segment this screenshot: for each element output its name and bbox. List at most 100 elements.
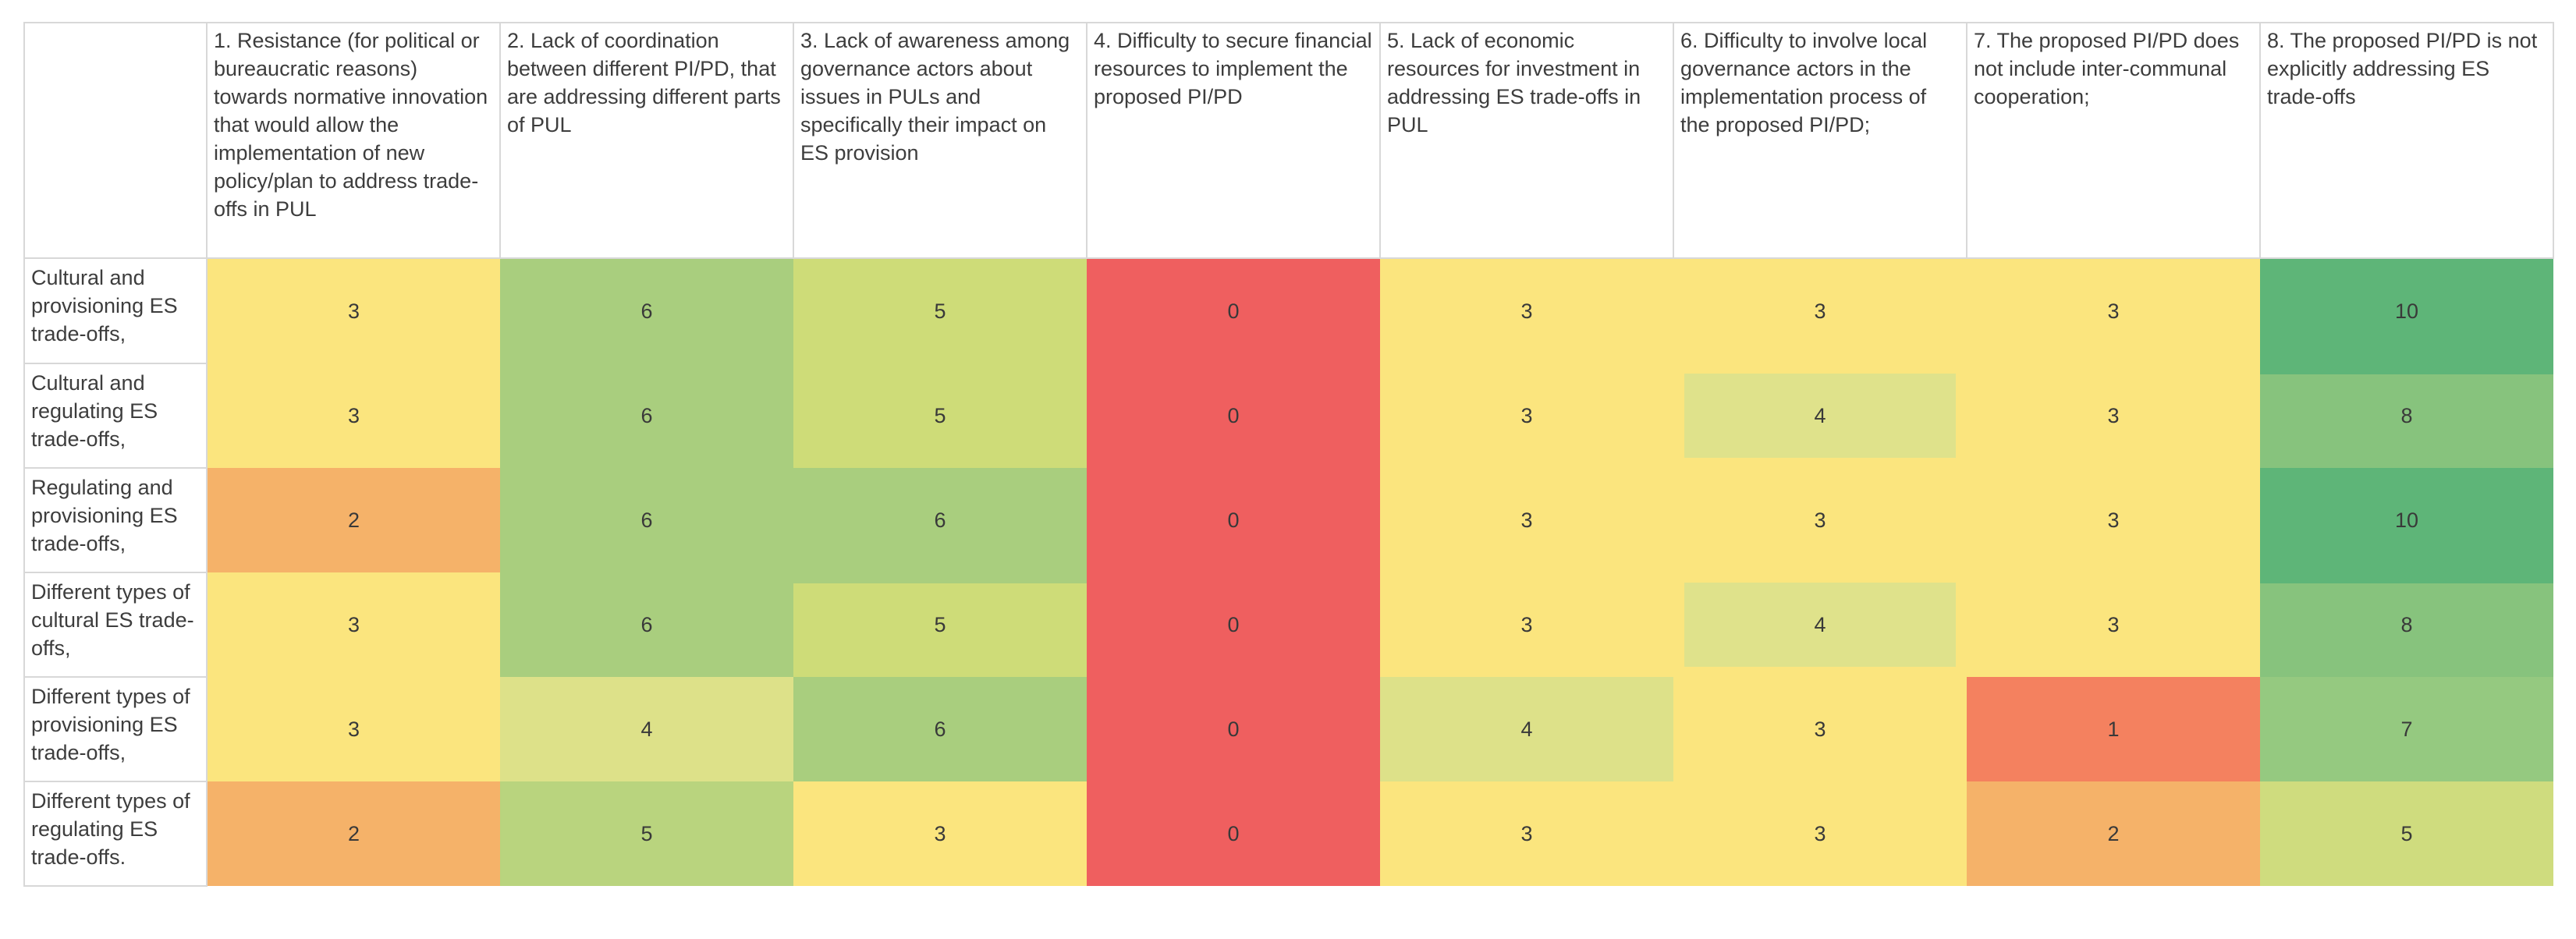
heatmap-cell: 5 bbox=[500, 781, 793, 886]
cell-value: 2 bbox=[347, 821, 360, 845]
row-header: Different types of cultural ES trade-off… bbox=[23, 572, 208, 678]
heatmap-cell: 5 bbox=[793, 363, 1087, 468]
cell-value: 5 bbox=[934, 299, 946, 323]
column-header: 2. Lack of coordination between differen… bbox=[499, 22, 794, 259]
cell-value: 3 bbox=[1520, 508, 1533, 532]
heatmap-cell: 4 bbox=[1380, 677, 1673, 781]
matrix-body: Cultural and provisioning ES trade-offs,… bbox=[23, 257, 2553, 887]
heatmap-cell: 6 bbox=[500, 572, 793, 677]
heatmap-cell: 7 bbox=[2260, 677, 2553, 781]
heatmap-cell: 3 bbox=[1967, 363, 2260, 468]
heatmap-cell: 5 bbox=[793, 572, 1087, 677]
heatmap-cell: 0 bbox=[1087, 258, 1380, 363]
heatmap-cell: 8 bbox=[2260, 572, 2553, 677]
heatmap-cell: 0 bbox=[1087, 781, 1380, 886]
cell-value: 3 bbox=[1814, 508, 1826, 532]
heatmap-cell: 3 bbox=[1967, 258, 2260, 363]
column-header: 5. Lack of economic resources for invest… bbox=[1379, 22, 1674, 259]
cell-value: 6 bbox=[934, 717, 946, 741]
heatmap-cell: 2 bbox=[207, 781, 500, 886]
heatmap-cell: 10 bbox=[2260, 258, 2553, 363]
cell-value: 3 bbox=[347, 299, 360, 323]
cell-value: 2 bbox=[347, 508, 360, 532]
row-header: Different types of regulating ES trade-o… bbox=[23, 781, 208, 887]
cell-value: 0 bbox=[1227, 403, 1240, 427]
heatmap-cell: 4 bbox=[1673, 363, 1967, 468]
heatmap-cell: 2 bbox=[207, 468, 500, 572]
heatmap-cell: 3 bbox=[1380, 468, 1673, 572]
heatmap-cell: 3 bbox=[1673, 677, 1967, 781]
cell-value: 4 bbox=[1520, 717, 1533, 741]
heatmap-cell: 6 bbox=[500, 468, 793, 572]
cell-value: 3 bbox=[1520, 299, 1533, 323]
heatmap-cell: 3 bbox=[1380, 781, 1673, 886]
cell-value: 4 bbox=[640, 717, 653, 741]
cell-value: 1 bbox=[2107, 717, 2120, 741]
cell-value: 4 bbox=[1684, 583, 1956, 667]
column-header: 6. Difficulty to involve local governanc… bbox=[1673, 22, 1967, 259]
cell-value: 3 bbox=[1814, 821, 1826, 845]
cell-value: 3 bbox=[934, 821, 946, 845]
heatmap-cell: 3 bbox=[1673, 781, 1967, 886]
heatmap-cell: 3 bbox=[1380, 572, 1673, 677]
cell-value: 5 bbox=[640, 821, 653, 845]
matrix-row: Cultural and provisioning ES trade-offs,… bbox=[23, 257, 2553, 364]
cell-value: 10 bbox=[2394, 508, 2419, 532]
cell-value: 6 bbox=[640, 299, 653, 323]
cell-value: 3 bbox=[2107, 508, 2120, 532]
cell-value: 3 bbox=[1520, 612, 1533, 636]
cell-value: 0 bbox=[1227, 717, 1240, 741]
matrix-row: Different types of regulating ES trade-o… bbox=[23, 781, 2553, 887]
cell-value: 2 bbox=[2107, 821, 2120, 845]
cell-value: 4 bbox=[1684, 374, 1956, 458]
cell-value: 3 bbox=[347, 717, 360, 741]
matrix-row: Regulating and provisioning ES trade-off… bbox=[23, 467, 2553, 573]
row-header: Cultural and regulating ES trade-offs, bbox=[23, 363, 208, 469]
heatmap-cell: 3 bbox=[207, 572, 500, 677]
heatmap-cell: 6 bbox=[793, 677, 1087, 781]
cell-value: 5 bbox=[2400, 821, 2413, 845]
heatmap-cell: 0 bbox=[1087, 572, 1380, 677]
matrix-row: Different types of cultural ES trade-off… bbox=[23, 572, 2553, 678]
heatmap-cell: 3 bbox=[1967, 572, 2260, 677]
heatmap-cell: 0 bbox=[1087, 677, 1380, 781]
trade-offs-barriers-matrix: 1. Resistance (for political or bureaucr… bbox=[23, 22, 2554, 887]
column-header: 4. Difficulty to secure financial resour… bbox=[1086, 22, 1381, 259]
heatmap-cell: 6 bbox=[500, 363, 793, 468]
cell-value: 8 bbox=[2400, 612, 2413, 636]
cell-value: 3 bbox=[347, 612, 360, 636]
heatmap-cell: 3 bbox=[207, 363, 500, 468]
matrix-row: Cultural and regulating ES trade-offs, 3 6… bbox=[23, 363, 2553, 469]
heatmap-cell: 3 bbox=[1967, 468, 2260, 572]
cell-value: 6 bbox=[640, 403, 653, 427]
cell-value: 3 bbox=[2107, 612, 2120, 636]
heatmap-cell: 0 bbox=[1087, 363, 1380, 468]
row-header: Cultural and provisioning ES trade-offs, bbox=[23, 257, 208, 364]
heatmap-cell: 8 bbox=[2260, 363, 2553, 468]
corner-cell bbox=[23, 22, 208, 259]
heatmap-cell: 3 bbox=[207, 677, 500, 781]
heatmap-cell: 3 bbox=[793, 781, 1087, 886]
heatmap-cell: 3 bbox=[1380, 258, 1673, 363]
matrix-row: Different types of provisioning ES trade… bbox=[23, 676, 2553, 782]
cell-value: 5 bbox=[934, 612, 946, 636]
heatmap-cell: 4 bbox=[1673, 572, 1967, 677]
heatmap-cell: 2 bbox=[1967, 781, 2260, 886]
heatmap-cell: 3 bbox=[1380, 363, 1673, 468]
heatmap-cell: 0 bbox=[1087, 468, 1380, 572]
cell-value: 3 bbox=[1814, 717, 1826, 741]
column-header: 8. The proposed PI/PD is not explicitly … bbox=[2259, 22, 2554, 259]
cell-value: 3 bbox=[2107, 299, 2120, 323]
heatmap-cell: 1 bbox=[1967, 677, 2260, 781]
cell-value: 7 bbox=[2400, 717, 2413, 741]
cell-value: 3 bbox=[347, 403, 360, 427]
cell-value: 3 bbox=[1520, 821, 1533, 845]
cell-value: 6 bbox=[640, 612, 653, 636]
heatmap-cell: 6 bbox=[500, 258, 793, 363]
cell-value: 6 bbox=[934, 508, 946, 532]
heatmap-cell: 6 bbox=[793, 468, 1087, 572]
cell-value: 10 bbox=[2394, 299, 2419, 323]
heatmap-cell: 3 bbox=[1673, 258, 1967, 363]
heatmap-cell: 5 bbox=[793, 258, 1087, 363]
